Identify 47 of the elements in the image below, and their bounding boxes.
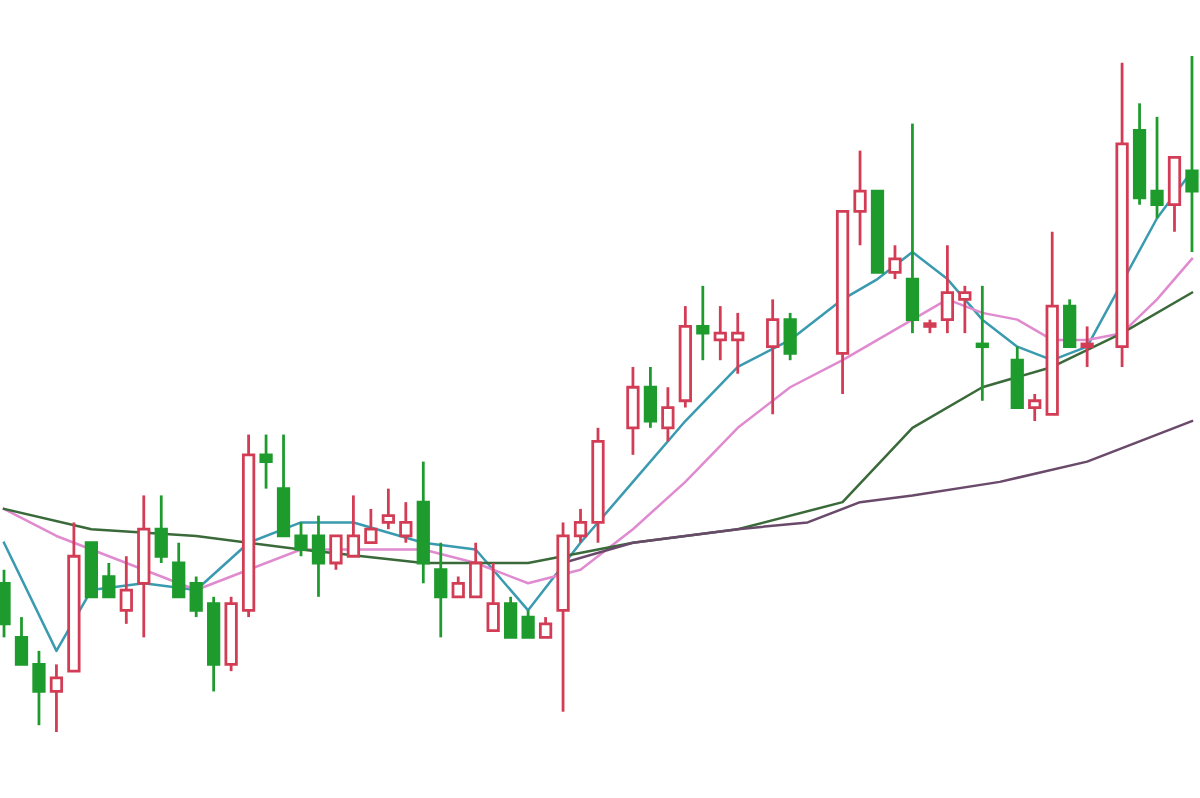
candlestick — [783, 311, 797, 362]
candlestick — [1028, 392, 1042, 423]
candlestick — [14, 615, 29, 666]
candlestick — [172, 541, 186, 599]
candlestick — [661, 385, 675, 443]
candlestick — [1167, 156, 1182, 234]
candlestick — [0, 568, 11, 639]
candlestick — [853, 149, 867, 247]
candlestick — [626, 365, 640, 457]
candlestick — [731, 311, 745, 376]
candlestick — [329, 534, 343, 572]
candlestick — [346, 494, 361, 558]
candlestick — [888, 243, 902, 281]
candlestick — [381, 487, 395, 531]
candlestick — [49, 663, 64, 734]
candlestick — [1080, 325, 1094, 369]
candlestick — [276, 433, 291, 538]
candlestick — [102, 561, 116, 599]
candlestick — [434, 541, 448, 639]
candlestick — [1063, 297, 1077, 349]
candlestick — [573, 507, 588, 545]
candlestick — [486, 561, 500, 632]
candlestick — [504, 595, 518, 639]
candlestick — [1150, 115, 1164, 220]
candlestick — [1010, 345, 1024, 409]
candlestick — [940, 243, 955, 335]
candlestick — [1185, 54, 1199, 254]
candlestick — [364, 507, 378, 545]
candlestick — [294, 521, 308, 558]
candlestick — [696, 284, 710, 362]
candlestick — [259, 433, 273, 491]
candlestick — [713, 304, 727, 362]
candlestick — [451, 575, 465, 599]
candlestick — [538, 615, 553, 639]
candlestick — [469, 541, 483, 599]
candlestick — [521, 608, 535, 639]
candlestick — [958, 284, 972, 335]
candlestick — [399, 500, 413, 545]
candlestick — [766, 297, 780, 416]
candlestick — [189, 575, 203, 619]
candlestick — [643, 365, 658, 430]
candlestick — [154, 494, 168, 565]
candlestick — [119, 554, 133, 626]
candlestick — [975, 284, 989, 403]
candlestick — [311, 514, 326, 599]
candlestick — [905, 122, 920, 335]
candlestick — [32, 649, 46, 727]
